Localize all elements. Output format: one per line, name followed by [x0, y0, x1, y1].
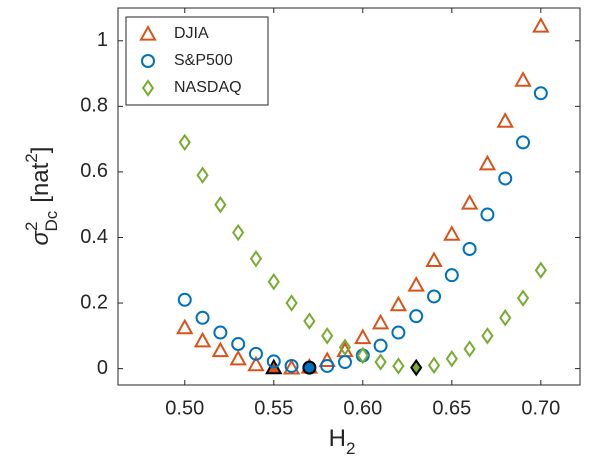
point [266, 354, 281, 369]
point [303, 312, 316, 330]
y-tick-label: 0.6 [80, 160, 108, 182]
point [249, 250, 263, 268]
point [498, 171, 513, 186]
point [460, 193, 479, 210]
point [407, 275, 425, 292]
point [318, 351, 336, 368]
y-label-sub: Dc [42, 210, 61, 231]
point [229, 349, 247, 366]
point [478, 154, 497, 171]
plot-area [117, 7, 581, 386]
x-tick-label: 0.70 [521, 397, 560, 419]
point [373, 338, 388, 353]
point [178, 133, 191, 152]
point [196, 166, 209, 184]
point [443, 225, 461, 241]
y-label-symbol: σ [27, 229, 54, 245]
point [232, 223, 245, 242]
point [499, 309, 512, 327]
point [496, 112, 514, 128]
point [391, 325, 406, 340]
point [389, 295, 408, 312]
legend-label: DJIA [174, 25, 209, 42]
point [231, 337, 246, 352]
point [284, 358, 299, 373]
x-tick-label: 0.50 [165, 397, 204, 419]
point [427, 289, 442, 304]
point [427, 356, 441, 375]
point [321, 327, 334, 345]
x-axis-label: H2 [329, 425, 356, 458]
point [282, 358, 301, 375]
point [516, 135, 531, 150]
point [409, 309, 424, 324]
point [425, 251, 443, 268]
point [514, 71, 532, 87]
y-label-unit: [nat [27, 162, 54, 202]
legend-label: NASDAQ [174, 79, 242, 96]
legend-label: S&P500 [174, 52, 233, 69]
point [462, 241, 477, 256]
point [177, 292, 192, 307]
point [320, 358, 335, 373]
point [445, 350, 458, 368]
x-tick-label: 0.55 [254, 397, 293, 419]
point [371, 313, 390, 330]
point [444, 268, 459, 283]
y-axis-label: σ2Dc[nat2] [22, 147, 61, 246]
point [193, 331, 212, 348]
y-label-close: ] [27, 147, 54, 154]
point [176, 318, 194, 335]
point [285, 294, 298, 312]
point [533, 86, 548, 101]
point [392, 357, 405, 375]
point [337, 355, 352, 370]
y-label-unit-sup: 2 [22, 153, 41, 162]
point [214, 195, 227, 214]
point [195, 310, 210, 325]
point [338, 338, 352, 357]
point [410, 358, 423, 377]
point [248, 346, 263, 361]
y-label-sup: 2 [22, 222, 41, 231]
legend-marker [139, 24, 157, 41]
point [356, 346, 369, 365]
point [480, 207, 495, 222]
y-tick-label: 0.8 [80, 95, 108, 117]
point [354, 328, 372, 345]
point [247, 355, 265, 372]
point [213, 325, 228, 340]
y-tick-label: 0.4 [80, 226, 108, 248]
x-tick-label: 0.65 [432, 397, 471, 419]
point [516, 289, 530, 307]
point [481, 327, 494, 345]
legend-marker [141, 54, 155, 68]
x-tick-label: 0.60 [343, 397, 382, 419]
point [302, 360, 317, 375]
point [211, 341, 230, 358]
point [267, 272, 280, 291]
x-label-main: H [329, 425, 346, 452]
point [534, 261, 547, 280]
y-tick-label: 0.2 [80, 291, 108, 313]
point [463, 340, 476, 358]
y-tick-label: 1 [97, 29, 108, 51]
point [374, 353, 387, 371]
point [532, 16, 550, 33]
x-label-sub: 2 [346, 439, 355, 458]
y-tick-label: 0 [97, 357, 108, 379]
legend-marker [141, 79, 155, 97]
